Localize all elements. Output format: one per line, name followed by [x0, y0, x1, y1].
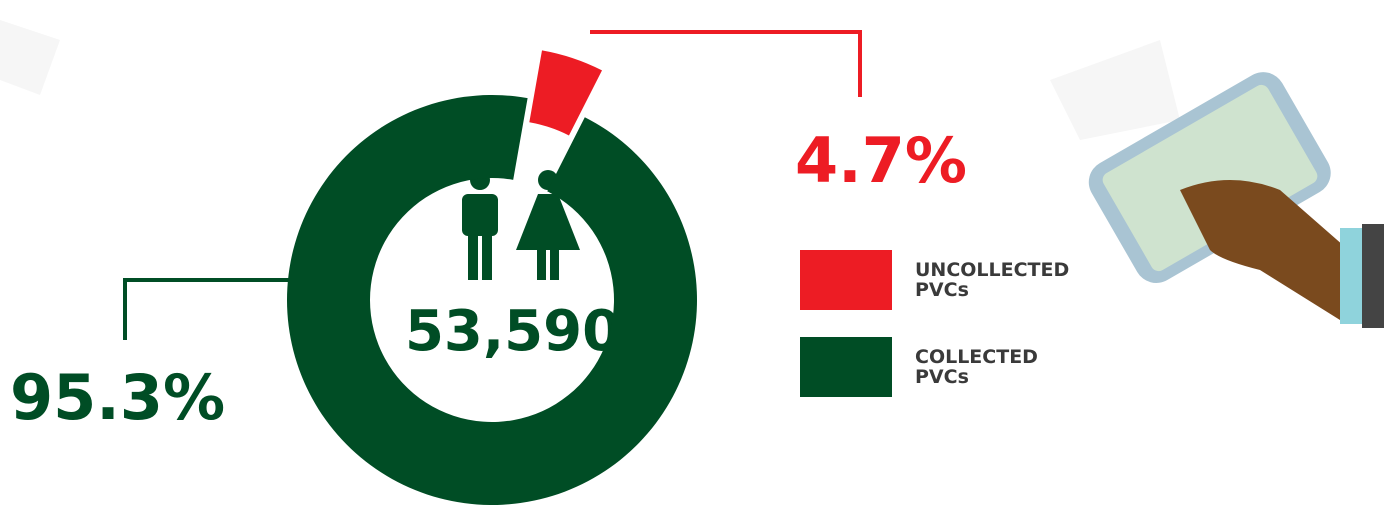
donut-slice [529, 50, 603, 136]
donut-slice [286, 94, 697, 505]
bg-shape [1050, 40, 1180, 140]
legend-label: COLLECTED PVCs [915, 346, 1038, 388]
leader-line [123, 278, 295, 340]
value-label: 4.7% [795, 124, 967, 197]
legend-swatch [800, 337, 892, 397]
hand-card-illustration [1088, 72, 1384, 328]
center-label: 53,590 [405, 299, 621, 364]
legend-swatch [800, 250, 892, 310]
legend-label: UNCOLLECTED PVCs [915, 259, 1070, 301]
bg-shape [0, 20, 60, 95]
leader-line [590, 30, 862, 97]
value-label: 95.3% [10, 361, 225, 434]
